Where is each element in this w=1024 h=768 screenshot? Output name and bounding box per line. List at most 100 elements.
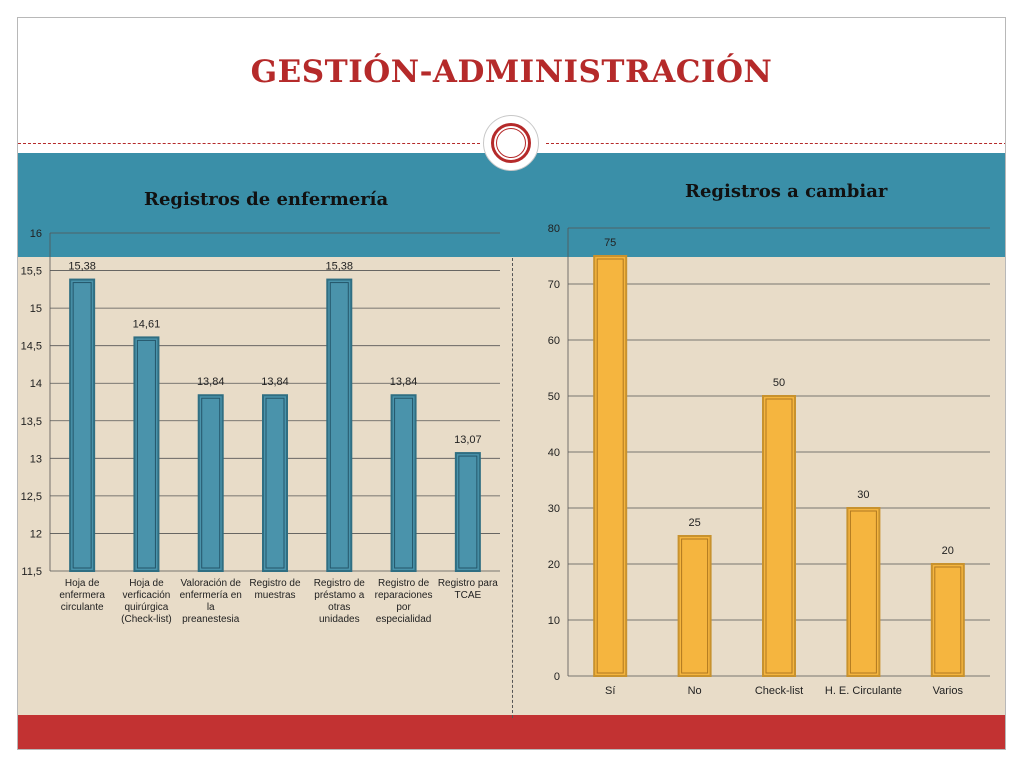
category-label-line: enfermera [59,590,105,601]
category-label-line: circulante [61,602,104,613]
category-label-line: H. E. Circulante [825,685,902,697]
chart1-bar-inner [458,455,478,569]
category-label-line: Hoja de [129,578,164,589]
chart2-y-tick-label: 70 [548,279,560,291]
chart1-bar-inner [72,282,92,569]
chart2-category-label: Check-list [755,685,803,697]
chart2-category-label: H. E. Circulante [825,685,902,697]
chart1-data-label: 15,38 [326,261,354,273]
chart2-y-tick-label: 10 [548,615,560,627]
chart1-bar [69,278,96,572]
chart2-data-label: 75 [604,237,616,249]
chart2-bar-inner [765,398,793,674]
chart2-y-tick-label: 0 [554,671,560,683]
chart1-data-label: 13,84 [261,376,289,388]
category-label-line: No [688,685,702,697]
slide-title: GESTIÓN-ADMINISTRACIÓN [250,54,773,90]
chart2-y-tick-label: 60 [548,335,560,347]
category-label-line: Registro de [378,578,430,589]
chart1-title: Registros de enfermería [144,189,389,210]
chart1-y-tick-label: 12 [30,528,42,540]
chart2-category-label: Sí [605,685,615,697]
chart1-bar-inner [394,397,414,569]
chart2-bar-inner [596,258,624,674]
category-label-line: especialidad [376,614,432,625]
chart1-category-label: Valoración de enfermería en la preanestesia [180,578,242,625]
chart2-y-tick-label: 80 [548,223,560,235]
chart1-y-tick-label: 15,5 [21,266,42,278]
chart2-bar [762,395,796,677]
chart1-bar-inner [265,397,285,569]
chart1-bar-inner [201,397,221,569]
footer-band [18,715,1005,749]
chart1-category-label: Registro de muestras [249,578,301,601]
chart1-category-label: Hoja de verficación quirúrgica (Check-list) [121,578,172,625]
chart1-data-label: 13,07 [454,434,482,446]
category-label-line: la [207,602,215,613]
category-label-line: reparaciones [375,590,433,601]
chart1-category-label: Registro para TCAE [438,578,498,601]
chart-divider [512,258,513,718]
category-label-line: (Check-list) [121,614,172,625]
chart2-data-label: 50 [773,377,785,389]
slide-frame: GESTIÓN-ADMINISTRACIÓN Registros de enfe… [17,17,1006,750]
chart2-y-tick-label: 20 [548,559,560,571]
chart2-bar-inner [681,538,709,674]
chart1-y-tick-label: 12,5 [21,491,42,503]
chart1-y-tick-label: 13 [30,453,42,465]
chart1-data-label: 13,84 [197,376,225,388]
chart1-data-label: 15,38 [68,261,96,273]
category-label-line: Registro para [438,578,498,589]
chart2-y-tick-label: 40 [548,447,560,459]
chart2-bar-inner [934,566,962,674]
chart2-bar [677,535,712,677]
category-label-line: préstamo a [314,590,364,601]
chart1-bar [133,336,160,572]
chart2-y-tick-label: 50 [548,391,560,403]
chart1-y-tick-label: 16 [30,228,42,240]
chart1-bar [197,394,224,572]
chart1-bar-inner [329,282,349,569]
chart2-data-label: 25 [688,517,700,529]
chart2-bar [930,563,965,677]
chart2-data-label: 30 [857,489,869,501]
circle-ornament-icon [483,115,539,171]
chart2-bar [846,507,881,677]
category-label-line: unidades [319,614,360,625]
chart1-y-tick-label: 14,5 [21,341,42,353]
category-label-line: otras [328,602,350,613]
category-label-line: Valoración de [181,578,242,589]
divider-line-right [546,143,1005,144]
divider-line-left [18,143,480,144]
category-label-line: TCAE [455,590,482,601]
chart1-data-label: 13,84 [390,376,418,388]
chart1-bar [262,394,288,572]
chart1-bar [326,278,353,572]
chart1-y-tick-label: 13,5 [21,416,42,428]
chart2-category-label: No [688,685,702,697]
category-label-line: enfermería en [180,590,242,601]
category-label-line: verficación [123,590,171,601]
chart2-category-label: Varios [933,685,964,697]
category-label-line: Sí [605,685,615,697]
chart1-category-label: Hoja de enfermera circulante [59,578,105,613]
category-label-line: quirúrgica [124,602,168,613]
category-label-line: preanestesia [182,614,240,625]
chart2-data-label: 20 [942,545,954,557]
category-label-line: muestras [254,590,295,601]
category-label-line: Check-list [755,685,803,697]
chart1-bar [390,394,417,572]
chart1-category-label: Registro de reparaciones por especialidad [375,578,433,625]
category-label-line: por [396,602,411,613]
chart1-bar-inner [136,339,156,569]
chart2-title: Registros a cambiar [685,181,888,202]
category-label-line: Registro de [314,578,366,589]
chart1-y-tick-label: 14 [30,378,42,390]
chart1-bar [454,452,481,573]
chart2-y-tick-label: 30 [548,503,560,515]
category-label-line: Varios [933,685,964,697]
chart2-bar [593,255,628,677]
category-label-line: Registro de [249,578,301,589]
chart2-bar-inner [849,510,877,674]
